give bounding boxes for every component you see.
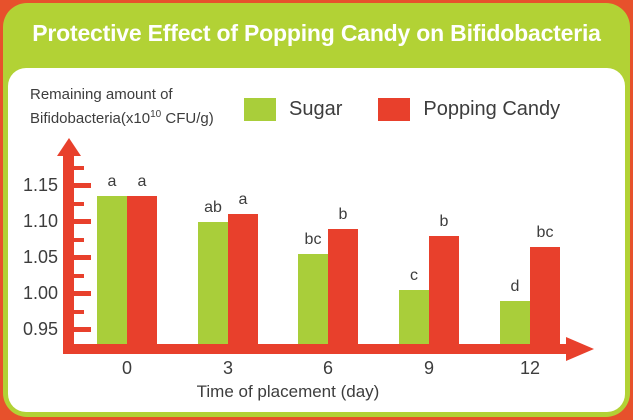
y-major-tick (66, 219, 91, 225)
bar-significance-letter: ab (204, 198, 222, 216)
plot-area: Time of placement (day) 0.95 1.00 1.05 1.10… (8, 68, 625, 412)
y-tick-label: 1.10 (22, 210, 58, 231)
x-axis-title: Time of placement (day) (196, 382, 380, 401)
y-tick-label: 0.95 (22, 318, 58, 339)
bar-popping-candy-day6 (328, 228, 358, 344)
y-axis-arrow-icon (56, 138, 81, 156)
bar-popping-candy-day3 (228, 214, 258, 344)
legend: Sugar Popping Candy (244, 98, 560, 121)
bar-sugar-day9 (399, 290, 429, 344)
x-tick-label: 9 (423, 358, 434, 378)
bar-sugar-day12 (500, 300, 530, 344)
bar-popping-candy-day12 (530, 246, 560, 344)
bar-sugar-day0 (97, 196, 127, 344)
y-major-tick (66, 183, 91, 189)
y-axis-unit-line2-suffix: CFU/g) (161, 110, 214, 127)
y-axis-unit-line2-prefix: Bifidobacteria(x10 (30, 110, 151, 127)
legend-label-popping-candy: Popping Candy (423, 98, 561, 120)
bar-significance-letter: d (510, 277, 520, 295)
bar-popping-candy-day9 (429, 236, 459, 344)
x-tick-label: 3 (222, 358, 233, 378)
y-axis-unit-line1: Remaining amount of (30, 86, 173, 103)
y-axis-line (63, 154, 74, 354)
y-axis-unit-superscript: 10 (150, 109, 162, 120)
bar-sugar-day3 (198, 221, 228, 344)
y-tick-label: 1.00 (22, 282, 58, 303)
y-tick-label: 1.05 (22, 246, 58, 267)
legend-swatch-popping-candy (378, 98, 411, 121)
bar-significance-letter: a (137, 173, 147, 191)
x-axis-line (63, 344, 568, 354)
bar-significance-letter: bc (536, 223, 554, 241)
legend-label-sugar: Sugar (289, 98, 343, 120)
chart-title: Protective Effect of Popping Candy on Bi… (32, 20, 601, 46)
y-major-tick (66, 255, 91, 261)
x-tick-label: 0 (121, 358, 132, 378)
y-minor-tick (66, 309, 84, 314)
bar-significance-letter: bc (304, 231, 322, 248)
chart-panel: Remaining amount of Bifidobacteria(x1010… (8, 68, 625, 412)
legend-swatch-sugar (244, 98, 276, 121)
bar-popping-candy-day0 (127, 196, 157, 344)
bar-significance-letter: a (107, 173, 117, 191)
y-minor-tick (66, 201, 84, 206)
bar-significance-letter: c (410, 267, 418, 284)
y-major-tick (66, 291, 91, 297)
y-minor-tick (66, 237, 84, 242)
bar-significance-letter: a (238, 191, 248, 209)
y-minor-tick (66, 273, 84, 278)
bar-significance-letter: b (439, 213, 449, 230)
y-minor-tick (66, 165, 84, 170)
bar-sugar-day6 (298, 254, 328, 344)
bar-significance-letter: b (338, 205, 348, 223)
x-tick-label: 6 (322, 358, 333, 378)
x-tick-label: 12 (519, 358, 541, 378)
y-axis-unit-label: Remaining amount of Bifidobacteria(x1010… (30, 85, 214, 129)
x-axis-arrow-icon (566, 337, 594, 361)
y-major-tick (66, 327, 91, 333)
y-tick-label: 1.15 (22, 174, 58, 195)
